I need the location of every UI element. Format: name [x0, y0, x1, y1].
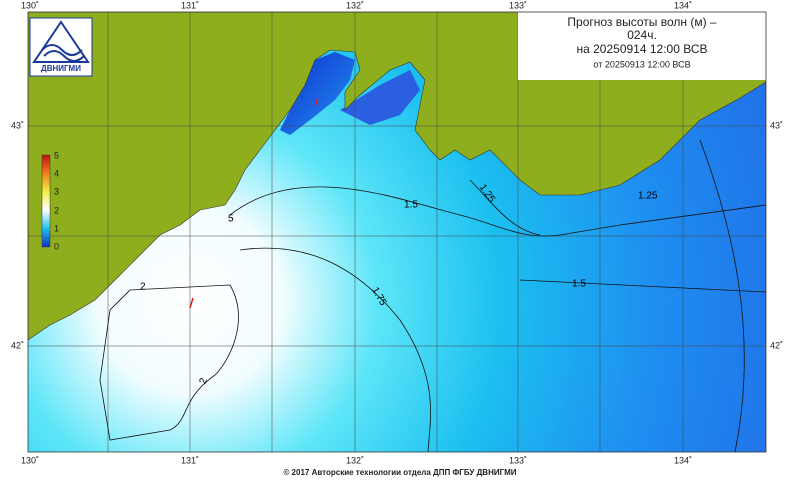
- lon-label: 133˚: [509, 455, 527, 465]
- contour: [469, 179, 541, 236]
- logo-box: [29, 17, 93, 77]
- map-area: 1.5 1.75 2 2 1.25 1.25 1.5 5 Прогноз выс…: [28, 12, 766, 452]
- contour-label: 1.5: [404, 200, 418, 211]
- logo-waves: [41, 44, 85, 62]
- graticule: [28, 12, 766, 452]
- colorbar: 5 4 3 2 1 0: [41, 150, 59, 251]
- header-valid: на 20250914 12:00 ВСВ: [577, 42, 708, 56]
- contour: [99, 284, 239, 441]
- land: [28, 12, 766, 341]
- contour-label: 1.5: [572, 279, 586, 290]
- lat-label: 43˚: [770, 120, 783, 130]
- contour-label: 2: [198, 376, 210, 385]
- lat-label: 43˚: [11, 120, 24, 130]
- colorbar-tick: 0: [54, 241, 59, 251]
- lat-labels: 43˚ 42˚ 43˚ 42˚: [11, 120, 783, 350]
- lon-label: 130˚: [21, 0, 39, 10]
- header-box: [518, 12, 766, 80]
- bay: [280, 52, 355, 135]
- contour-label: 5: [228, 214, 234, 225]
- contours: [99, 139, 766, 452]
- colorbar-tick: 1: [54, 223, 59, 233]
- contour: [699, 139, 745, 452]
- lat-label: 42˚: [11, 340, 24, 350]
- lon-labels: 130˚ 131˚ 132˚ 133˚ 134˚ 130˚ 131˚ 132˚ …: [21, 0, 692, 465]
- lon-label: 133˚: [509, 0, 527, 10]
- colorbar-tick: 3: [54, 186, 59, 196]
- colorbar-tick: 4: [54, 168, 59, 178]
- colorbar-tick: 5: [54, 150, 59, 160]
- contour: [519, 279, 766, 293]
- contour-label: 1.25: [638, 191, 658, 202]
- logo: ДВНИГМИ: [29, 17, 93, 77]
- colorbar-scale: [41, 154, 51, 248]
- logo-text: ДВНИГМИ: [41, 64, 81, 73]
- lon-label: 132˚: [346, 0, 364, 10]
- lon-label: 131˚: [181, 455, 199, 465]
- lon-label: 134˚: [674, 455, 692, 465]
- map-frame: [27, 11, 767, 453]
- header-issued: от 20250913 12:00 ВСВ: [593, 59, 690, 69]
- contour: [229, 186, 766, 237]
- colorbar-tick: 2: [54, 205, 59, 215]
- lon-label: 134˚: [674, 0, 692, 10]
- logo-triangle: [32, 20, 90, 63]
- lat-label: 42˚: [770, 340, 783, 350]
- lon-label: 131˚: [181, 0, 199, 10]
- header-title: Прогноз высоты волн (м) –: [567, 15, 717, 29]
- contour-label: 2: [140, 282, 146, 293]
- lon-label: 132˚: [346, 455, 364, 465]
- header-lead: 024ч.: [627, 28, 657, 42]
- wave-arrow: [314, 97, 319, 107]
- lon-label: 130˚: [21, 455, 39, 465]
- contour: [239, 247, 431, 452]
- wave-arrow: [189, 297, 194, 309]
- copyright: © 2017 Авторские технологии отдела ДПП Ф…: [283, 468, 516, 477]
- bay: [340, 70, 420, 125]
